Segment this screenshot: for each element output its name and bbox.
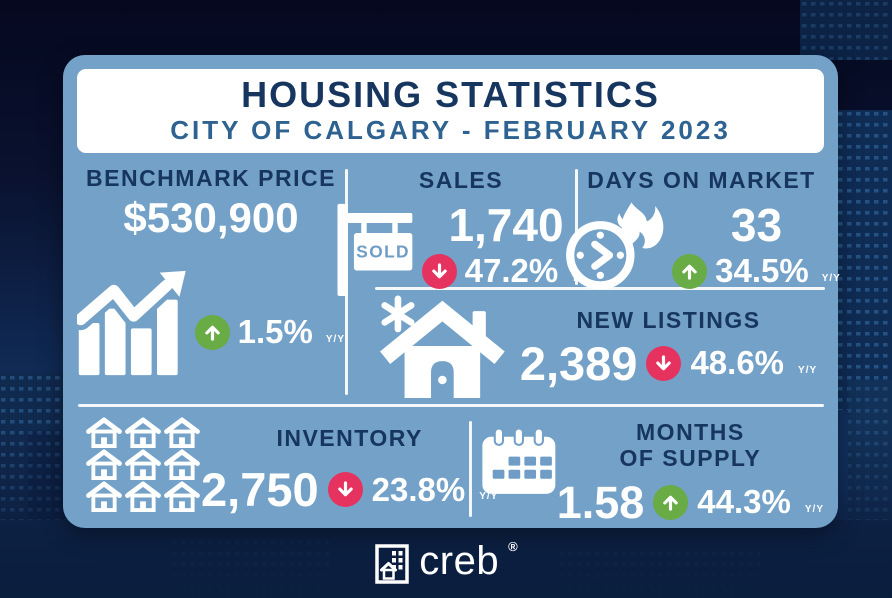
house-outline-icon [164, 449, 200, 480]
sales-label: SALES [418, 167, 504, 193]
divider-sales-dom [575, 169, 578, 285]
inventory-label: INVENTORY [276, 425, 423, 451]
house-outline-icon [125, 417, 161, 448]
down-arrow-icon [421, 253, 457, 289]
months-of-supply-value: 1.58 [556, 476, 645, 528]
new-listings-change: 48.6% [690, 344, 785, 381]
inventory-change: 23.8% [371, 470, 466, 508]
house-outline-icon [86, 417, 122, 448]
months-of-supply-change: 44.3% [697, 483, 791, 521]
benchmark-price-change: 1.5% [237, 313, 313, 350]
page-title: HOUSING STATISTICS [241, 74, 660, 116]
days-on-market-label: DAYS ON MARKET [587, 167, 816, 193]
inventory-value: 2,750 [201, 463, 319, 516]
house-outline-icon [164, 481, 200, 512]
inventory-houses-grid [85, 417, 201, 512]
sales-change: 47.2% [464, 252, 559, 289]
house-outline-icon [164, 417, 200, 448]
house-outline-icon [125, 481, 161, 512]
registered-trademark-symbol: ® [508, 539, 518, 554]
benchmark-price-period: Y/Y [325, 333, 345, 345]
creb-logo-icon [375, 544, 410, 584]
days-on-market-section: DAYS ON MARKET 33 34.5% Y/Y [566, 167, 840, 294]
up-arrow-icon [672, 253, 708, 289]
header-box: HOUSING STATISTICS CITY OF CALGARY - FEB… [77, 69, 824, 153]
sales-value: 1,740 [448, 199, 564, 251]
benchmark-price-section: BENCHMARK PRICE $530,900 1.5% Y/Y [77, 165, 345, 380]
benchmark-price-label: BENCHMARK PRICE [86, 165, 336, 191]
divider-middle-bottom [78, 404, 824, 407]
new-listings-period: Y/Y [798, 364, 818, 376]
down-arrow-icon [327, 472, 363, 507]
creb-logo: creb ® [0, 539, 892, 585]
days-on-market-change: 34.5% [715, 252, 809, 289]
house-outline-icon [86, 449, 122, 480]
months-of-supply-period: Y/Y [804, 503, 824, 515]
new-listings-section: NEW LISTINGS 2,389 48.6% Y/Y [353, 295, 824, 398]
calendar-icon [482, 427, 556, 494]
new-listings-label: NEW LISTINGS [576, 306, 761, 333]
house-outline-icon [125, 449, 161, 480]
divider-inventory-months [469, 421, 472, 517]
new-listings-value: 2,389 [519, 336, 638, 390]
clock-on-fire-icon [566, 202, 664, 290]
stats-panel: HOUSING STATISTICS CITY OF CALGARY - FEB… [63, 55, 840, 528]
benchmark-price-value: $530,900 [123, 194, 299, 241]
days-on-market-value: 33 [730, 199, 783, 251]
house-outline-icon [86, 481, 122, 512]
up-arrow-icon [194, 314, 230, 350]
inventory-period: Y/Y [479, 491, 499, 502]
days-on-market-period: Y/Y [821, 272, 841, 284]
inventory-section: INVENTORY 2,750 23.8% Y/Y [77, 409, 497, 516]
sold-sign-text: SOLD [356, 242, 410, 262]
new-house-icon [380, 295, 505, 398]
page-subtitle: CITY OF CALGARY - FEBRUARY 2023 [170, 114, 731, 145]
creb-wordmark: creb [419, 539, 500, 583]
months-of-supply-section: MONTHS OF SUPPLY 1.58 44.3% Y/Y [473, 407, 824, 525]
sales-section: SALES SOLD 1,740 47.2% Y/Y [337, 167, 589, 296]
sold-sign-icon: SOLD [337, 203, 412, 296]
up-arrow-icon [653, 484, 689, 520]
months-of-supply-label-line1: MONTHS [636, 419, 745, 445]
down-arrow-icon [646, 345, 682, 381]
bar-chart-rising-arrow-icon [77, 270, 186, 376]
months-of-supply-label-line2: OF SUPPLY [619, 445, 762, 472]
